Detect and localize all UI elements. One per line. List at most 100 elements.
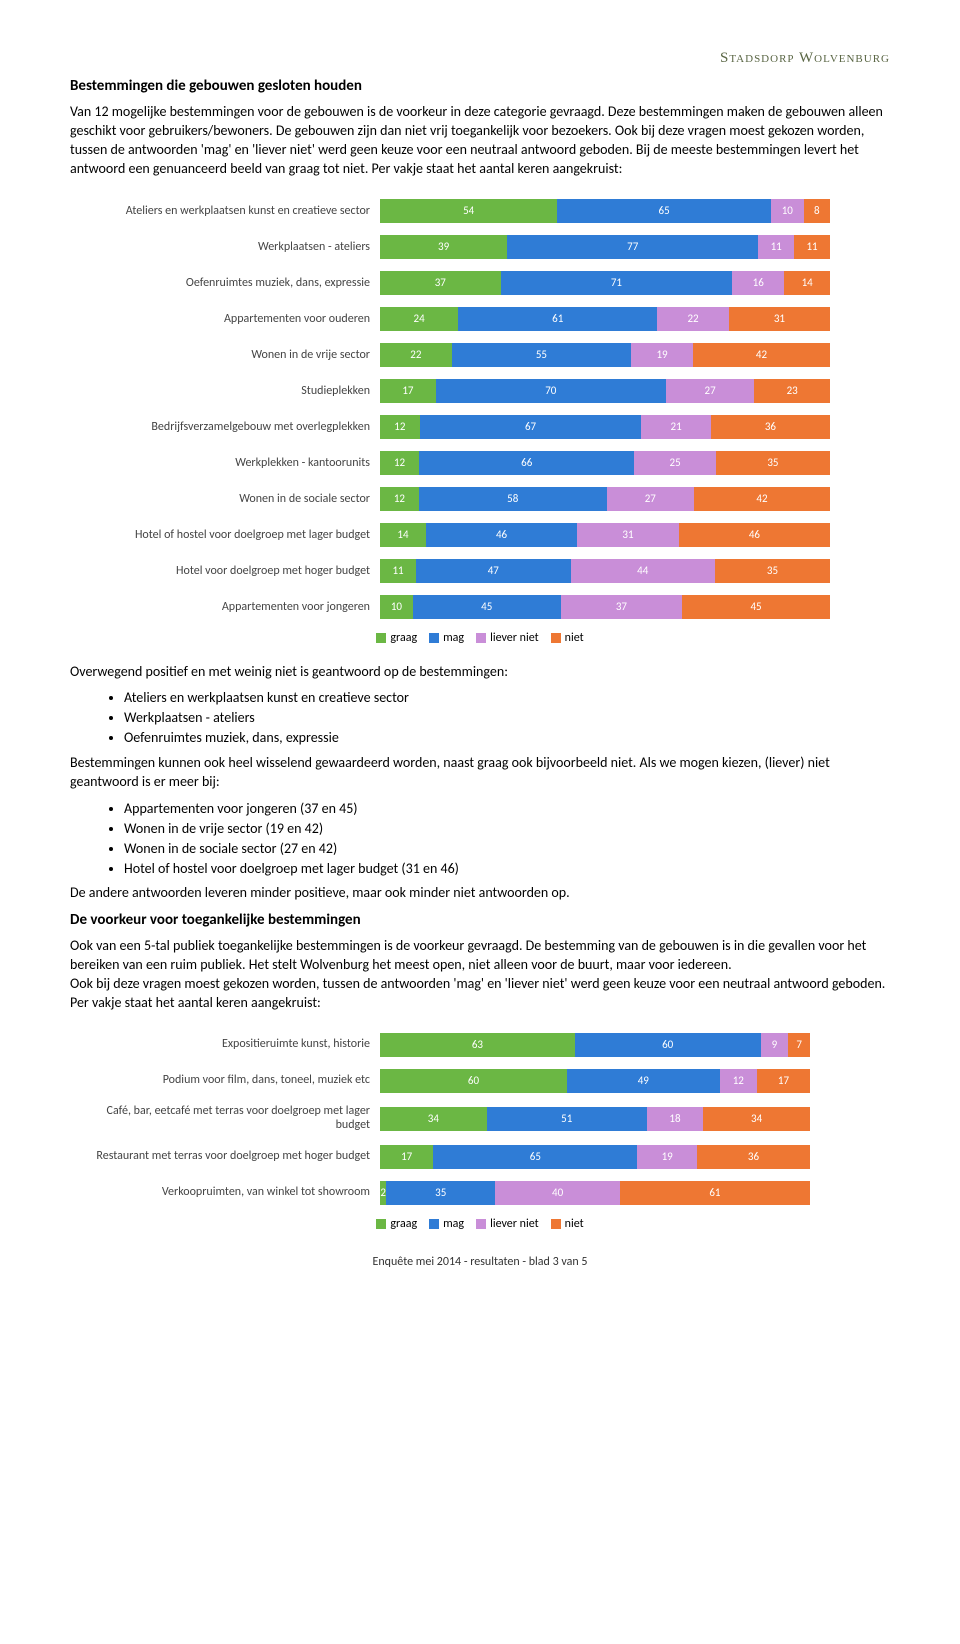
chart-segment: 54 bbox=[380, 199, 557, 223]
chart-segment: 55 bbox=[452, 343, 631, 367]
chart-segment: 58 bbox=[419, 487, 607, 511]
chart-segment: 36 bbox=[711, 415, 830, 439]
chart-row-label: Hotel of hostel voor doelgroep met lager… bbox=[70, 528, 380, 542]
chart-row-label: Bedrijfsverzamelgebouw met overlegplekke… bbox=[70, 420, 380, 434]
chart-row: Bedrijfsverzamelgebouw met overlegplekke… bbox=[70, 415, 890, 439]
chart-row: Appartementen voor jongeren10453745 bbox=[70, 595, 890, 619]
list-item: Ateliers en werkplaatsen kunst en creati… bbox=[124, 689, 890, 708]
chart-segment: 7 bbox=[788, 1033, 810, 1057]
legend-item: niet bbox=[551, 1217, 584, 1231]
legend-item: liever niet bbox=[476, 1217, 539, 1231]
list-item: Appartementen voor jongeren (37 en 45) bbox=[124, 800, 890, 819]
legend-swatch bbox=[551, 633, 561, 643]
analysis-lead: Overwegend positief en met weinig niet i… bbox=[70, 663, 890, 682]
chart-bar: 22551942 bbox=[380, 343, 830, 367]
chart-segment: 17 bbox=[380, 1145, 433, 1169]
chart-segment: 63 bbox=[380, 1033, 575, 1057]
chart-segment: 10 bbox=[771, 199, 804, 223]
chart-segment: 22 bbox=[380, 343, 452, 367]
legend-item: graag bbox=[376, 631, 417, 645]
chart-segment: 61 bbox=[458, 307, 657, 331]
legend-label: graag bbox=[390, 1217, 417, 1231]
chart-segment: 44 bbox=[571, 559, 716, 583]
chart-legend: graag mag liever niet niet bbox=[70, 1217, 890, 1233]
chart-row: Podium voor film, dans, toneel, muziek e… bbox=[70, 1069, 890, 1093]
list-item: Hotel of hostel voor doelgroep met lager… bbox=[124, 860, 890, 879]
legend-swatch bbox=[551, 1219, 561, 1229]
chart-segment: 67 bbox=[420, 415, 642, 439]
chart-segment: 65 bbox=[557, 199, 771, 223]
chart-row-label: Werkplaatsen - ateliers bbox=[70, 240, 380, 254]
section1-heading: Bestemmingen die gebouwen gesloten houde… bbox=[70, 77, 890, 95]
chart-segment: 36 bbox=[697, 1145, 810, 1169]
chart-row-label: Restaurant met terras voor doelgroep met… bbox=[70, 1150, 380, 1164]
chart-accessible-uses: Expositieruimte kunst, historie636097Pod… bbox=[70, 1033, 890, 1233]
chart-row: Oefenruimtes muziek, dans, expressie3771… bbox=[70, 271, 890, 295]
chart-segment: 27 bbox=[666, 379, 755, 403]
chart-segment: 12 bbox=[720, 1069, 757, 1093]
chart-segment: 61 bbox=[620, 1181, 810, 1205]
legend-swatch bbox=[376, 1219, 386, 1229]
chart-row-label: Verkoopruimten, van winkel tot showroom bbox=[70, 1186, 380, 1200]
section2-heading: De voorkeur voor toegankelijke bestemmin… bbox=[70, 911, 890, 929]
chart-segment: 9 bbox=[761, 1033, 789, 1057]
chart-bar: 12662535 bbox=[380, 451, 830, 475]
chart-segment: 35 bbox=[715, 559, 830, 583]
chart-segment: 10 bbox=[380, 595, 413, 619]
chart-bar: 24612231 bbox=[380, 307, 830, 331]
legend-item: mag bbox=[429, 631, 464, 645]
chart-bar: 5465108 bbox=[380, 199, 830, 223]
chart-segment: 12 bbox=[380, 487, 419, 511]
chart-segment: 11 bbox=[794, 235, 830, 259]
legend-label: niet bbox=[565, 631, 584, 645]
chart-segment: 71 bbox=[501, 271, 733, 295]
chart-segment: 22 bbox=[657, 307, 729, 331]
chart-bar: 636097 bbox=[380, 1033, 810, 1057]
negative-list: Appartementen voor jongeren (37 en 45) W… bbox=[70, 800, 890, 879]
legend-label: liever niet bbox=[490, 631, 539, 645]
list-item: Werkplaatsen - ateliers bbox=[124, 709, 890, 728]
list-item: Wonen in de vrije sector (19 en 42) bbox=[124, 820, 890, 839]
chart-row: Wonen in de sociale sector12582742 bbox=[70, 487, 890, 511]
list-item: Wonen in de sociale sector (27 en 42) bbox=[124, 840, 890, 859]
chart-bar: 2354061 bbox=[380, 1181, 810, 1205]
chart-segment: 45 bbox=[682, 595, 830, 619]
chart-segment: 25 bbox=[634, 451, 716, 475]
legend-swatch bbox=[429, 633, 439, 643]
chart-segment: 16 bbox=[732, 271, 784, 295]
chart-row-label: Appartementen voor ouderen bbox=[70, 312, 380, 326]
chart-segment: 12 bbox=[380, 451, 419, 475]
legend-item: mag bbox=[429, 1217, 464, 1231]
chart-row-label: Oefenruimtes muziek, dans, expressie bbox=[70, 276, 380, 290]
legend-item: niet bbox=[551, 631, 584, 645]
chart-row: Hotel of hostel voor doelgroep met lager… bbox=[70, 523, 890, 547]
chart-row: Ateliers en werkplaatsen kunst en creati… bbox=[70, 199, 890, 223]
chart-segment: 27 bbox=[607, 487, 694, 511]
chart-row-label: Café, bar, eetcafé met terras voor doelg… bbox=[70, 1105, 380, 1133]
chart-segment: 46 bbox=[679, 523, 830, 547]
legend-label: mag bbox=[443, 1217, 464, 1231]
section1-para: Van 12 mogelijke bestemmingen voor de ge… bbox=[70, 103, 890, 179]
chart-segment: 60 bbox=[575, 1033, 761, 1057]
chart-segment: 14 bbox=[784, 271, 830, 295]
chart-segment: 11 bbox=[380, 559, 416, 583]
chart-segment: 77 bbox=[507, 235, 758, 259]
legend-label: mag bbox=[443, 631, 464, 645]
chart-bar: 10453745 bbox=[380, 595, 830, 619]
chart-segment: 37 bbox=[561, 595, 683, 619]
chart-segment: 12 bbox=[380, 415, 420, 439]
chart-segment: 37 bbox=[380, 271, 501, 295]
chart-row: Appartementen voor ouderen24612231 bbox=[70, 307, 890, 331]
chart-bar: 60491217 bbox=[380, 1069, 810, 1093]
chart-segment: 14 bbox=[380, 523, 426, 547]
page-footer: Enquête mei 2014 - resultaten - blad 3 v… bbox=[70, 1255, 890, 1269]
chart-row-label: Wonen in de sociale sector bbox=[70, 492, 380, 506]
chart-segment: 39 bbox=[380, 235, 507, 259]
chart-segment: 66 bbox=[419, 451, 634, 475]
chart-segment: 35 bbox=[386, 1181, 495, 1205]
chart-row-label: Appartementen voor jongeren bbox=[70, 600, 380, 614]
section2-para: Ook van een 5-tal publiek toegankelijke … bbox=[70, 937, 890, 1013]
chart-segment: 45 bbox=[413, 595, 561, 619]
chart-segment: 49 bbox=[567, 1069, 720, 1093]
chart-row: Werkplaatsen - ateliers39771111 bbox=[70, 235, 890, 259]
